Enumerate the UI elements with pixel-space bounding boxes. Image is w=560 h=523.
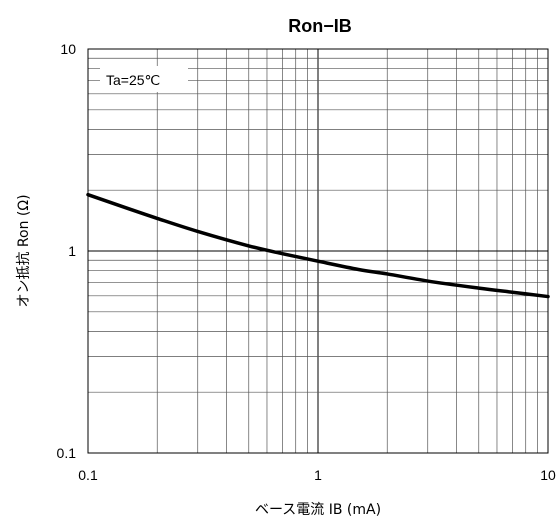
x-tick-label: 1 (314, 467, 322, 483)
y-axis-title: オン抵抗 Ron (Ω) (16, 194, 32, 307)
y-tick-label: 1 (68, 243, 76, 259)
x-tick-labels: 0.1 1 10 (78, 467, 556, 483)
annotation-ta: Ta=25℃ (106, 72, 160, 88)
x-tick-label: 0.1 (78, 467, 98, 483)
chart-title: Ron−IB (288, 16, 352, 36)
y-tick-label: 10 (60, 41, 76, 57)
annotation-box: Ta=25℃ (100, 66, 188, 92)
plot-frame (87, 48, 549, 454)
y-tick-labels: 0.1 1 10 (57, 41, 77, 461)
grid (88, 49, 548, 453)
y-tick-label: 0.1 (57, 445, 77, 461)
series-layer (86, 192, 550, 299)
x-tick-label: 10 (540, 467, 556, 483)
series-line-ron (86, 192, 550, 299)
x-axis-title: ベース電流 IB (mA) (255, 502, 381, 518)
